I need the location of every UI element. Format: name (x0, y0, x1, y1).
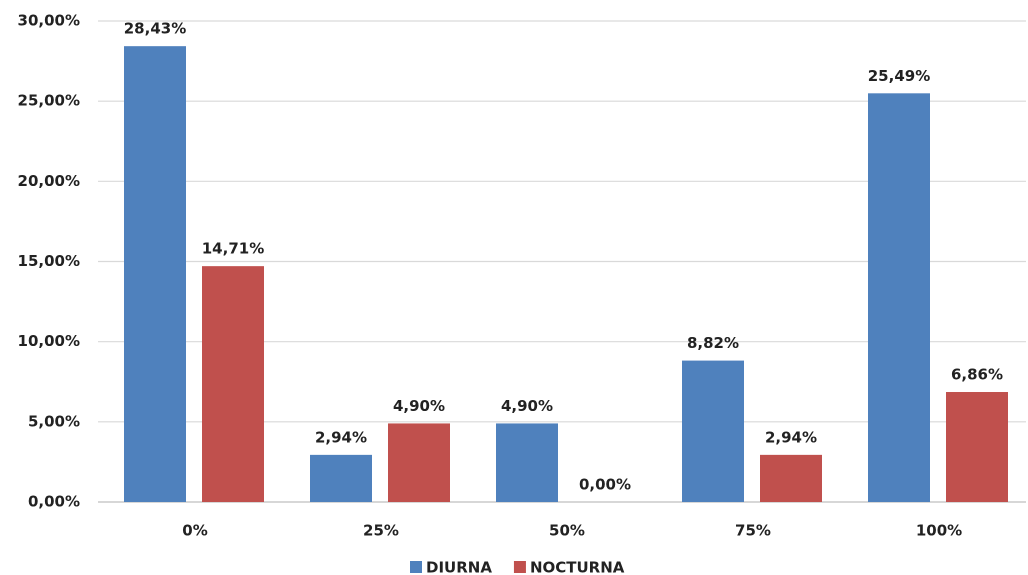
data-label: 28,43% (124, 20, 186, 38)
bar (124, 46, 186, 502)
data-label: 4,90% (393, 397, 445, 415)
legend-swatch (410, 561, 422, 573)
data-label: 25,49% (868, 67, 930, 85)
x-tick-label: 0% (182, 522, 207, 540)
legend-swatch (513, 561, 526, 573)
y-tick-label: 5,00% (28, 412, 80, 430)
bar (760, 454, 822, 502)
y-tick-label: 15,00% (18, 252, 80, 270)
bar (310, 454, 372, 502)
data-label: 6,86% (951, 366, 1003, 384)
legend-label: DIURNA (426, 559, 492, 575)
y-tick-label: 25,00% (18, 92, 80, 110)
bar (946, 392, 1008, 502)
x-tick-label: 25% (363, 522, 399, 540)
bar (202, 266, 264, 502)
data-label: 14,71% (202, 240, 264, 258)
bar (868, 93, 930, 502)
x-tick-label: 100% (916, 522, 962, 540)
legend-label: NOCTURNA (530, 559, 625, 575)
data-label: 4,90% (501, 397, 553, 415)
y-tick-label: 10,00% (18, 332, 80, 350)
bar (388, 423, 450, 502)
y-tick-label: 30,00% (18, 12, 80, 30)
bar (682, 360, 744, 502)
data-label: 2,94% (315, 428, 367, 446)
data-label: 2,94% (765, 428, 817, 446)
x-tick-label: 75% (735, 522, 771, 540)
data-label: 8,82% (687, 334, 739, 352)
y-tick-label: 0,00% (28, 493, 80, 511)
x-tick-label: 50% (549, 522, 585, 540)
y-tick-label: 20,00% (18, 172, 80, 190)
data-label: 0,00% (579, 476, 631, 494)
bar (496, 423, 558, 502)
